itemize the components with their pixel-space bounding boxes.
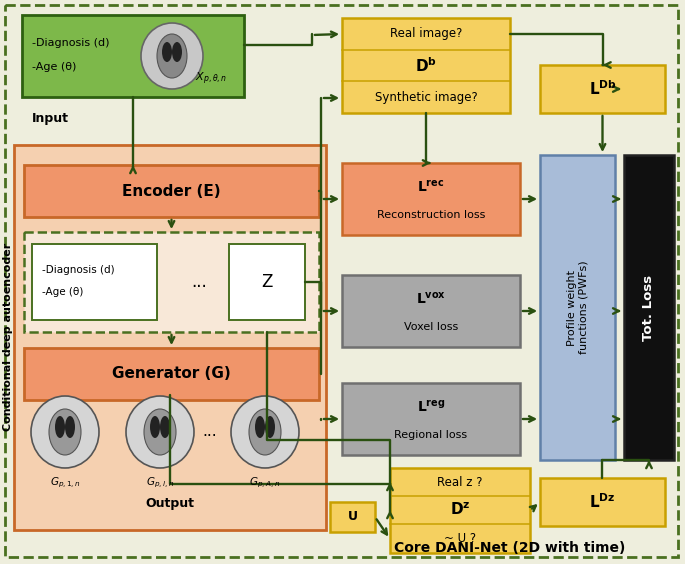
Text: Tot. Loss: Tot. Loss bbox=[643, 275, 656, 341]
Text: U: U bbox=[347, 510, 358, 523]
Text: $\mathbf{D^z}$: $\mathbf{D^z}$ bbox=[450, 502, 471, 518]
Text: Z: Z bbox=[261, 273, 273, 291]
Text: $\mathbf{L^{rec}}$: $\mathbf{L^{rec}}$ bbox=[417, 179, 445, 195]
Bar bbox=[330, 502, 375, 532]
Text: Output: Output bbox=[145, 496, 195, 509]
Bar bbox=[14, 145, 326, 530]
Ellipse shape bbox=[150, 416, 160, 438]
Ellipse shape bbox=[265, 416, 275, 438]
Bar bbox=[342, 163, 520, 235]
Text: $\mathbf{L^{vox}}$: $\mathbf{L^{vox}}$ bbox=[416, 291, 446, 307]
Ellipse shape bbox=[249, 409, 281, 455]
Bar bbox=[540, 155, 615, 460]
Bar bbox=[342, 383, 520, 455]
Ellipse shape bbox=[144, 409, 176, 455]
Bar bbox=[342, 18, 510, 113]
Text: $\mathbf{L^{reg}}$: $\mathbf{L^{reg}}$ bbox=[416, 399, 445, 415]
Text: Reconstruction loss: Reconstruction loss bbox=[377, 210, 485, 220]
Bar bbox=[540, 65, 665, 113]
Text: -Diagnosis (d): -Diagnosis (d) bbox=[32, 38, 110, 48]
Ellipse shape bbox=[172, 42, 182, 62]
Ellipse shape bbox=[55, 416, 65, 438]
Ellipse shape bbox=[49, 409, 81, 455]
Bar bbox=[24, 165, 319, 217]
Bar bbox=[32, 244, 157, 320]
Ellipse shape bbox=[231, 396, 299, 468]
Ellipse shape bbox=[255, 416, 265, 438]
Text: $G_{p,A,n}$: $G_{p,A,n}$ bbox=[249, 476, 281, 491]
Text: Core DANI-Net (2D with time): Core DANI-Net (2D with time) bbox=[395, 541, 625, 555]
Bar bbox=[390, 468, 530, 553]
Text: Generator (G): Generator (G) bbox=[112, 367, 231, 381]
Bar bbox=[24, 232, 319, 332]
Text: Synthetic image?: Synthetic image? bbox=[375, 91, 477, 104]
Ellipse shape bbox=[160, 416, 170, 438]
Ellipse shape bbox=[126, 396, 194, 468]
Text: Profile weight
functions (PWFs): Profile weight functions (PWFs) bbox=[566, 261, 588, 354]
Bar bbox=[22, 15, 244, 97]
Text: $G_{p,1,n}$: $G_{p,1,n}$ bbox=[49, 476, 80, 491]
Ellipse shape bbox=[162, 42, 172, 62]
Ellipse shape bbox=[65, 416, 75, 438]
Text: ...: ... bbox=[203, 425, 217, 439]
Text: Real image?: Real image? bbox=[390, 28, 462, 41]
Text: Input: Input bbox=[32, 112, 69, 125]
Ellipse shape bbox=[141, 23, 203, 89]
Text: -Age (θ): -Age (θ) bbox=[32, 62, 76, 72]
Text: $\mathbf{L^{Db}}$: $\mathbf{L^{Db}}$ bbox=[588, 80, 616, 98]
Text: Real z ?: Real z ? bbox=[437, 475, 483, 488]
Bar bbox=[540, 478, 665, 526]
Text: -Age (θ): -Age (θ) bbox=[42, 287, 84, 297]
Text: Regional loss: Regional loss bbox=[395, 430, 468, 440]
Text: $G_{p,l,n}$: $G_{p,l,n}$ bbox=[146, 476, 174, 491]
Text: ~ U ?: ~ U ? bbox=[444, 532, 476, 545]
Text: Encoder (E): Encoder (E) bbox=[122, 183, 221, 199]
Text: Voxel loss: Voxel loss bbox=[404, 322, 458, 332]
Text: Conditional deep autoencoder: Conditional deep autoencoder bbox=[3, 243, 13, 431]
Bar bbox=[24, 348, 319, 400]
Bar bbox=[229, 244, 305, 320]
Bar bbox=[342, 275, 520, 347]
Bar bbox=[624, 155, 674, 460]
Text: $\mathbf{D^b}$: $\mathbf{D^b}$ bbox=[415, 56, 437, 76]
Text: $X_{p,\theta,n}$: $X_{p,\theta,n}$ bbox=[195, 70, 227, 87]
Text: ...: ... bbox=[191, 273, 207, 291]
Text: $\mathbf{L^{Dz}}$: $\mathbf{L^{Dz}}$ bbox=[589, 492, 616, 512]
Ellipse shape bbox=[157, 34, 187, 78]
Ellipse shape bbox=[31, 396, 99, 468]
Text: -Diagnosis (d): -Diagnosis (d) bbox=[42, 265, 114, 275]
